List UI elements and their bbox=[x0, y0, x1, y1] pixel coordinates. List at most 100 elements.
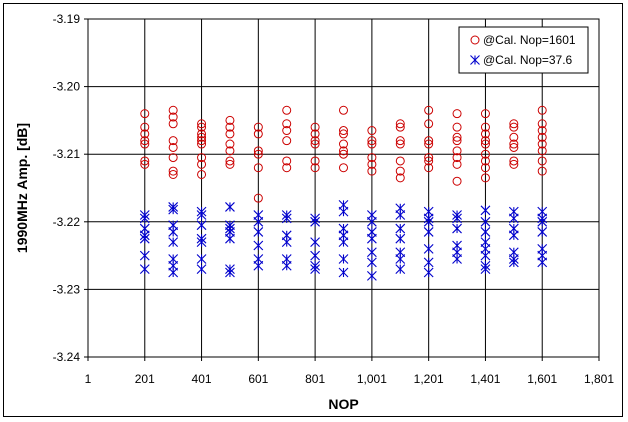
data-point-nop37 bbox=[480, 216, 491, 227]
data-point-nop1601 bbox=[140, 129, 150, 139]
data-point-nop1601 bbox=[253, 122, 263, 132]
data-point-nop37 bbox=[395, 254, 406, 264]
data-point-nop37 bbox=[480, 250, 491, 261]
data-point-nop1601 bbox=[339, 126, 348, 136]
data-point-nop37 bbox=[253, 260, 264, 271]
data-point-nop37 bbox=[395, 223, 406, 234]
plot-area-border bbox=[87, 18, 600, 358]
data-point-nop1601 bbox=[537, 156, 547, 166]
data-point-nop37 bbox=[537, 257, 548, 268]
data-point-nop1601 bbox=[395, 166, 405, 176]
data-point-nop37 bbox=[452, 213, 462, 224]
data-point-nop37 bbox=[310, 216, 321, 227]
y-tick-label: -3.21 bbox=[53, 147, 81, 161]
data-point-nop1601 bbox=[140, 122, 150, 132]
data-point-nop1601 bbox=[509, 139, 519, 149]
data-point-nop37 bbox=[139, 213, 150, 224]
y-tick-label: -3.24 bbox=[53, 350, 81, 364]
data-point-nop1601 bbox=[197, 122, 207, 132]
data-point-nop1601 bbox=[339, 149, 348, 159]
data-point-nop1601 bbox=[140, 139, 150, 149]
data-point-nop37 bbox=[139, 264, 150, 275]
legend-circle-marker bbox=[470, 35, 480, 45]
data-points bbox=[139, 105, 548, 281]
legend: @Cal. Nop=1601 @Cal. Nop=37.6 bbox=[458, 26, 589, 74]
data-point-nop1601 bbox=[509, 132, 519, 142]
data-point-nop1601 bbox=[452, 159, 462, 169]
data-point-nop37 bbox=[168, 237, 179, 247]
data-point-nop1601 bbox=[310, 129, 320, 139]
data-point-nop1601 bbox=[367, 136, 377, 146]
y-tick-label: -3.22 bbox=[53, 215, 81, 229]
x-tick-label: 1,401 bbox=[470, 372, 500, 386]
data-point-nop1601 bbox=[424, 163, 434, 173]
data-point-nop1601 bbox=[140, 156, 150, 166]
data-point-nop1601 bbox=[197, 132, 207, 142]
data-point-nop37 bbox=[253, 227, 264, 237]
data-point-nop1601 bbox=[480, 163, 490, 173]
y-tick-label: -3.23 bbox=[53, 282, 81, 296]
data-point-nop1601 bbox=[310, 136, 320, 146]
data-point-nop1601 bbox=[197, 169, 207, 179]
data-point-nop37 bbox=[168, 204, 179, 215]
data-point-nop1601 bbox=[339, 163, 348, 173]
data-point-nop1601 bbox=[282, 126, 292, 136]
data-point-nop37 bbox=[423, 257, 434, 268]
data-point-nop1601 bbox=[537, 166, 547, 176]
legend-label-nop1601: @Cal. Nop=1601 bbox=[483, 33, 576, 47]
data-point-nop1601 bbox=[537, 126, 547, 136]
data-point-nop37 bbox=[338, 237, 349, 247]
data-point-nop1601 bbox=[367, 166, 377, 176]
data-point-nop1601 bbox=[310, 122, 320, 132]
data-point-nop37 bbox=[508, 213, 519, 224]
data-point-nop37 bbox=[139, 233, 150, 244]
data-point-nop1601 bbox=[424, 105, 434, 115]
data-point-nop37 bbox=[395, 210, 406, 220]
data-point-nop1601 bbox=[537, 119, 547, 129]
data-point-nop1601 bbox=[197, 129, 207, 139]
data-point-nop37 bbox=[225, 202, 235, 212]
data-point-nop1601 bbox=[197, 159, 207, 169]
data-point-nop37 bbox=[508, 257, 519, 268]
data-point-nop37 bbox=[281, 260, 292, 271]
data-point-nop1601 bbox=[253, 193, 263, 203]
data-point-nop1601 bbox=[282, 119, 292, 129]
data-point-nop1601 bbox=[168, 112, 178, 122]
data-point-nop37 bbox=[508, 230, 519, 241]
data-point-nop37 bbox=[310, 250, 321, 261]
data-point-nop37 bbox=[281, 213, 292, 224]
data-point-nop37 bbox=[310, 264, 321, 275]
data-point-nop1601 bbox=[140, 159, 150, 169]
data-point-nop1601 bbox=[537, 139, 547, 149]
data-point-nop1601 bbox=[253, 129, 263, 139]
data-point-nop1601 bbox=[339, 146, 348, 156]
data-point-nop1601 bbox=[367, 159, 377, 169]
data-point-nop1601 bbox=[537, 146, 547, 156]
x-tick-label: 601 bbox=[248, 372, 268, 386]
x-tick-label: 1,601 bbox=[527, 372, 557, 386]
data-point-nop37 bbox=[395, 264, 406, 275]
y-tick-label: -3.20 bbox=[53, 80, 81, 94]
data-point-nop1601 bbox=[339, 129, 348, 139]
x-tick-label: 1 bbox=[85, 372, 92, 386]
data-point-nop37 bbox=[196, 210, 207, 220]
data-point-nop1601 bbox=[140, 109, 150, 119]
data-point-nop37 bbox=[537, 227, 548, 237]
x-tick-label: 1,001 bbox=[357, 372, 387, 386]
data-point-nop37 bbox=[196, 264, 207, 275]
data-point-nop37 bbox=[537, 216, 548, 227]
data-point-nop1601 bbox=[168, 105, 178, 115]
legend-asterisk-marker bbox=[470, 55, 480, 65]
data-point-nop37 bbox=[452, 254, 462, 264]
data-point-nop37 bbox=[253, 216, 264, 227]
data-point-nop1601 bbox=[282, 163, 292, 173]
data-point-nop37 bbox=[366, 270, 377, 281]
data-point-nop1601 bbox=[452, 146, 462, 156]
data-point-nop37 bbox=[366, 216, 377, 227]
x-axis-title: NOP bbox=[328, 396, 358, 412]
data-point-nop37 bbox=[225, 233, 235, 244]
data-point-nop1601 bbox=[395, 136, 405, 146]
data-point-nop1601 bbox=[537, 105, 547, 115]
data-point-nop1601 bbox=[339, 105, 348, 115]
